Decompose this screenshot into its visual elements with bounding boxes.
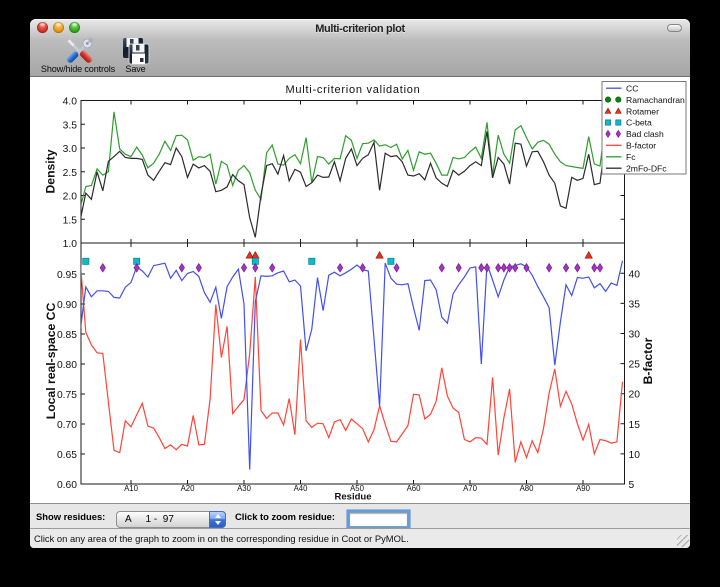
- svg-text:4.0: 4.0: [63, 97, 78, 108]
- svg-text:Density: Density: [44, 149, 58, 193]
- svg-text:15: 15: [629, 420, 641, 431]
- svg-text:Local real-space CC: Local real-space CC: [44, 303, 58, 420]
- svg-text:3.5: 3.5: [63, 120, 78, 131]
- svg-text:Residue: Residue: [335, 492, 372, 503]
- svg-text:10: 10: [629, 450, 641, 461]
- svg-text:20: 20: [629, 390, 641, 401]
- svg-text:B-factor: B-factor: [626, 141, 656, 151]
- svg-text:35: 35: [629, 299, 641, 310]
- svg-text:2.0: 2.0: [63, 192, 78, 203]
- svg-text:25: 25: [629, 360, 641, 371]
- svg-text:A20: A20: [181, 484, 196, 493]
- svg-text:A80: A80: [520, 484, 535, 493]
- svg-text:0.65: 0.65: [57, 450, 77, 461]
- svg-text:B-factor: B-factor: [641, 337, 655, 384]
- svg-text:0.90: 0.90: [57, 300, 77, 311]
- svg-text:Ramachandran: Ramachandran: [626, 95, 685, 105]
- svg-text:0.60: 0.60: [57, 480, 77, 491]
- svg-text:1.5: 1.5: [63, 215, 78, 226]
- svg-text:Fc: Fc: [626, 152, 636, 162]
- svg-text:2mFo-DFc: 2mFo-DFc: [626, 163, 667, 173]
- svg-text:A90: A90: [576, 484, 591, 493]
- svg-text:A50: A50: [350, 484, 365, 493]
- svg-text:A40: A40: [294, 484, 309, 493]
- svg-text:Rotamer: Rotamer: [626, 106, 659, 116]
- svg-text:CC: CC: [626, 83, 638, 93]
- svg-text:0.95: 0.95: [57, 270, 77, 281]
- svg-text:0.80: 0.80: [57, 360, 77, 371]
- svg-text:30: 30: [629, 330, 641, 341]
- svg-text:A70: A70: [463, 484, 478, 493]
- svg-text:0.85: 0.85: [57, 330, 77, 341]
- svg-text:A10: A10: [124, 484, 139, 493]
- svg-text:1.0: 1.0: [63, 239, 78, 250]
- svg-text:3.0: 3.0: [63, 144, 78, 155]
- svg-text:5: 5: [629, 480, 635, 491]
- svg-text:40: 40: [629, 269, 641, 280]
- svg-text:0.70: 0.70: [57, 420, 77, 431]
- svg-text:0.75: 0.75: [57, 390, 77, 401]
- svg-text:Bad clash: Bad clash: [626, 129, 664, 139]
- svg-text:2.5: 2.5: [63, 168, 78, 179]
- svg-text:Multi-criterion validation: Multi-criterion validation: [285, 84, 420, 96]
- svg-text:A60: A60: [407, 484, 422, 493]
- svg-text:C-beta: C-beta: [626, 118, 652, 128]
- svg-text:A30: A30: [237, 484, 252, 493]
